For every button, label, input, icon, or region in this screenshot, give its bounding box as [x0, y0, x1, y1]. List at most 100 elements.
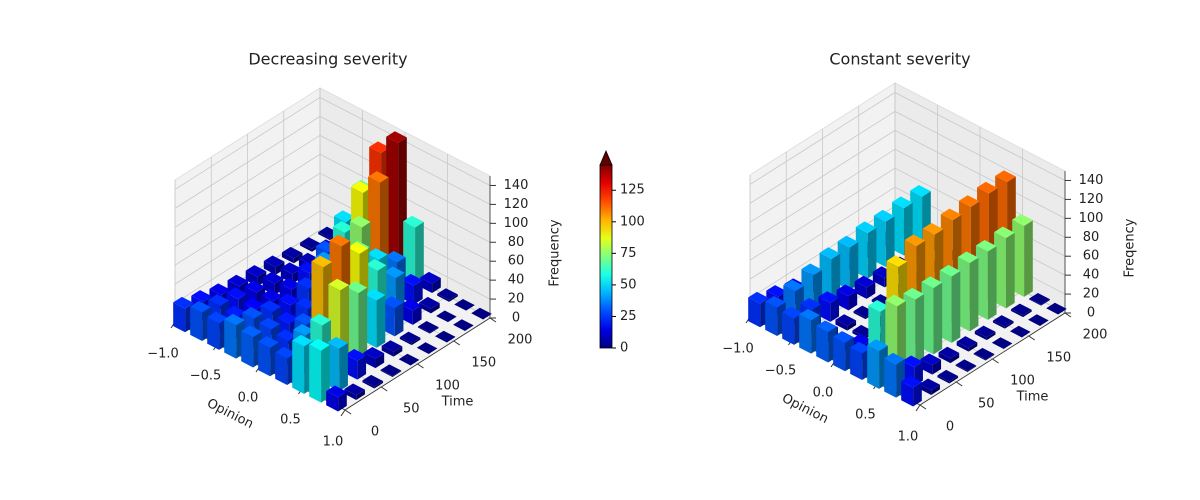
bar-top [910, 185, 931, 197]
bar-top [854, 275, 876, 288]
bar-side [358, 287, 368, 360]
bar-side [915, 294, 925, 366]
bar-front [275, 352, 288, 386]
bar-front [892, 202, 904, 256]
bar [939, 264, 961, 343]
bar-side [849, 241, 859, 291]
colorbar-tick-label: 75 [620, 246, 637, 261]
bar-front [309, 344, 322, 403]
bar-side [1041, 299, 1050, 306]
bar-side [257, 271, 267, 287]
bar-side [866, 281, 876, 299]
bar-front [399, 337, 412, 346]
bar [937, 369, 959, 384]
z-tick-label: 0 [1087, 306, 1095, 321]
bar-front [382, 301, 395, 337]
bar-top [364, 288, 386, 301]
grid-line [749, 167, 896, 261]
bar-front [326, 391, 339, 412]
bar [364, 288, 386, 348]
bar [919, 378, 940, 395]
y-tick [380, 386, 388, 392]
x-tick-label: −0.5 [190, 369, 222, 384]
y-axis [344, 317, 491, 411]
z-tick-label: 20 [508, 292, 525, 307]
bar-top [904, 234, 926, 247]
bar-front [974, 331, 987, 341]
bar-top [403, 215, 424, 228]
y-tick-label: 100 [1010, 374, 1035, 389]
bar-top [850, 341, 871, 354]
bar [190, 300, 211, 342]
bar-side [968, 342, 978, 352]
x-tick-label: 0.5 [280, 413, 301, 428]
bar-top [332, 221, 354, 233]
bar-side [1024, 220, 1033, 297]
bar-top [278, 293, 300, 306]
bar-top [902, 355, 923, 368]
bar-top [453, 319, 474, 331]
bar [819, 247, 841, 302]
bar-front [818, 296, 831, 322]
bar-front [939, 270, 952, 343]
bar-top [783, 279, 804, 292]
bar-front [327, 342, 340, 392]
bar [873, 209, 895, 268]
bar-side [392, 370, 402, 377]
colorbar-tick-label: 25 [620, 309, 637, 324]
bar [920, 353, 942, 375]
bar-top [884, 352, 905, 365]
bar-front [363, 352, 376, 369]
bar-top [292, 334, 313, 347]
bar-side [293, 252, 303, 264]
bar [403, 215, 424, 285]
bar-front [403, 221, 416, 285]
bar-top [873, 209, 895, 222]
colorbar-extend [599, 149, 613, 166]
bar-top [851, 333, 872, 346]
bar-top [420, 271, 441, 284]
bar-top [886, 255, 908, 268]
z-axis-label: Freqency [1123, 218, 1138, 277]
bar-front [173, 302, 186, 333]
z-tick-label: 40 [508, 273, 525, 288]
bar-top [417, 321, 439, 333]
bar-front [402, 279, 414, 305]
y-tick-label: 0 [371, 425, 379, 440]
bar-top [892, 196, 913, 209]
bar [420, 271, 441, 294]
bar-top [281, 246, 303, 259]
colorbar-tick-label: 50 [620, 277, 637, 292]
bar-top [241, 325, 262, 338]
bar-side [357, 355, 367, 380]
bar-top [334, 210, 355, 223]
bar-top [1046, 302, 1067, 315]
bar [854, 275, 876, 299]
bar [344, 383, 365, 400]
bar-side [885, 216, 895, 268]
bar-front [938, 352, 951, 364]
z-tick-label: 100 [1079, 211, 1104, 226]
bar-top [977, 181, 998, 194]
bar [363, 346, 385, 369]
bar-front [854, 281, 867, 299]
bar-front [292, 340, 305, 394]
bar-top [801, 263, 823, 276]
bar-top [748, 291, 769, 304]
bar-front [345, 354, 358, 380]
bar-front [258, 341, 271, 377]
x-tick-label: 0.5 [855, 408, 876, 423]
grid-line [749, 92, 896, 185]
bar [765, 295, 786, 337]
bar-front [224, 319, 237, 359]
grid-line [174, 97, 321, 190]
bar [992, 315, 1014, 329]
bar-top [973, 347, 995, 360]
bar-side [950, 352, 960, 364]
bar-side [867, 227, 877, 279]
x-tick-label: 0.0 [813, 386, 834, 401]
bar-top [224, 313, 245, 326]
bar [1011, 303, 1032, 318]
bar-side [413, 280, 423, 305]
x-tick [340, 409, 346, 417]
